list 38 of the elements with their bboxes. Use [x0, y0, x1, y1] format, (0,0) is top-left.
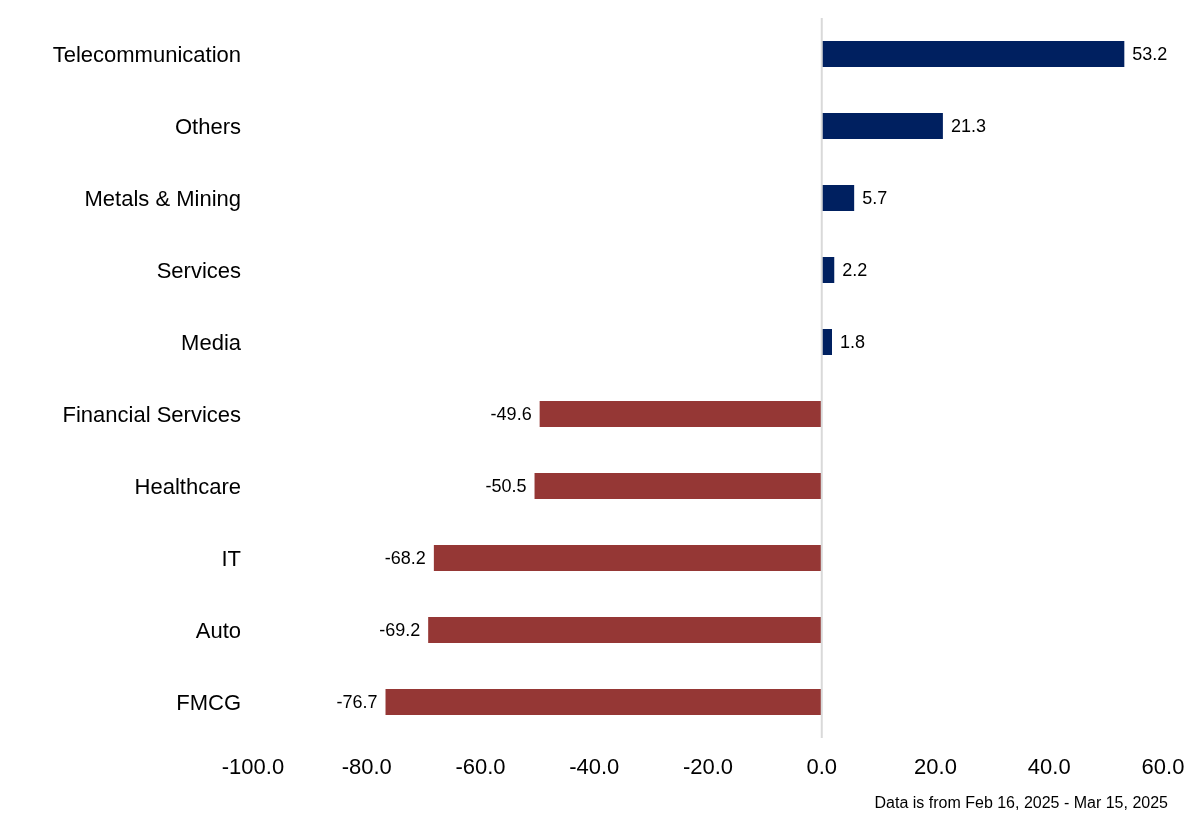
y-tick-label: FMCG — [176, 689, 241, 715]
x-tick-label: -20.0 — [682, 753, 734, 779]
y-tick-label: Metals & Mining — [84, 185, 241, 211]
data-label: -49.6 — [490, 404, 532, 425]
x-tick-label: 0.0 — [806, 753, 838, 779]
data-label: -76.7 — [336, 692, 378, 713]
data-label: -68.2 — [384, 548, 426, 569]
y-tick-label: Media — [181, 329, 242, 355]
data-label: 2.2 — [842, 260, 868, 281]
data-label: -50.5 — [485, 476, 527, 497]
y-tick-label: Financial Services — [62, 401, 241, 427]
x-tick-label: 40.0 — [1027, 753, 1071, 779]
bar — [821, 113, 943, 139]
y-tick-label: Services — [156, 257, 241, 283]
bar — [385, 689, 822, 715]
y-tick-label: Telecommunication — [52, 41, 241, 67]
x-tick-label: -100.0 — [221, 753, 285, 779]
bar — [539, 401, 822, 427]
x-tick-label: 60.0 — [1141, 753, 1185, 779]
data-label: -69.2 — [379, 620, 421, 641]
text: Data is from Feb 16, 2025 - Mar 15, 2025 — [873, 794, 1169, 812]
bar — [821, 185, 855, 211]
y-tick-label: Healthcare — [134, 473, 241, 499]
data-label: 5.7 — [862, 188, 888, 209]
bar — [428, 617, 822, 643]
bar — [433, 545, 822, 571]
y-tick-label: IT — [221, 545, 241, 571]
x-tick-label: -40.0 — [569, 753, 620, 779]
data-label: 53.2 — [1132, 44, 1168, 65]
data-label: 21.3 — [950, 116, 986, 137]
x-tick-label: 20.0 — [914, 753, 957, 779]
data-label: 1.8 — [839, 332, 866, 353]
y-tick-label: Auto — [195, 617, 241, 643]
bar — [534, 473, 822, 499]
bar — [821, 41, 1125, 67]
x-tick-label: -80.0 — [341, 753, 392, 779]
x-tick-label: -60.0 — [455, 753, 506, 779]
y-tick-label: Others — [174, 113, 241, 139]
